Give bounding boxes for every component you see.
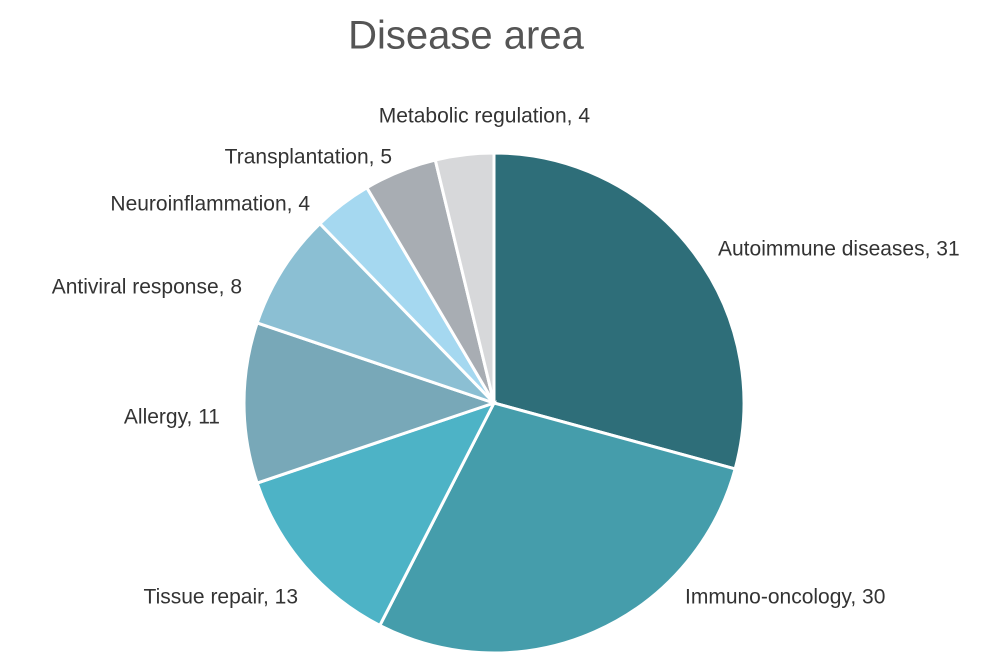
data-label: Metabolic regulation, 4 (379, 105, 591, 128)
pie-slice (377, 401, 738, 655)
data-label: Antiviral response, 8 (52, 276, 242, 299)
data-label: Allergy, 11 (124, 406, 220, 429)
pie-slice (492, 151, 746, 471)
pie-slice (255, 400, 498, 628)
chart-title: Disease area (348, 14, 584, 58)
data-label: Immuno-oncology, 30 (685, 586, 885, 609)
data-label: Tissue repair, 13 (144, 586, 298, 609)
pie-slice (255, 221, 496, 405)
pie-slice (242, 321, 499, 485)
data-label: Autoimmune diseases, 31 (718, 238, 960, 261)
data-label: Neuroinflammation, 4 (110, 193, 310, 216)
pie-slice (433, 151, 496, 404)
data-label: Transplantation, 5 (225, 146, 392, 169)
